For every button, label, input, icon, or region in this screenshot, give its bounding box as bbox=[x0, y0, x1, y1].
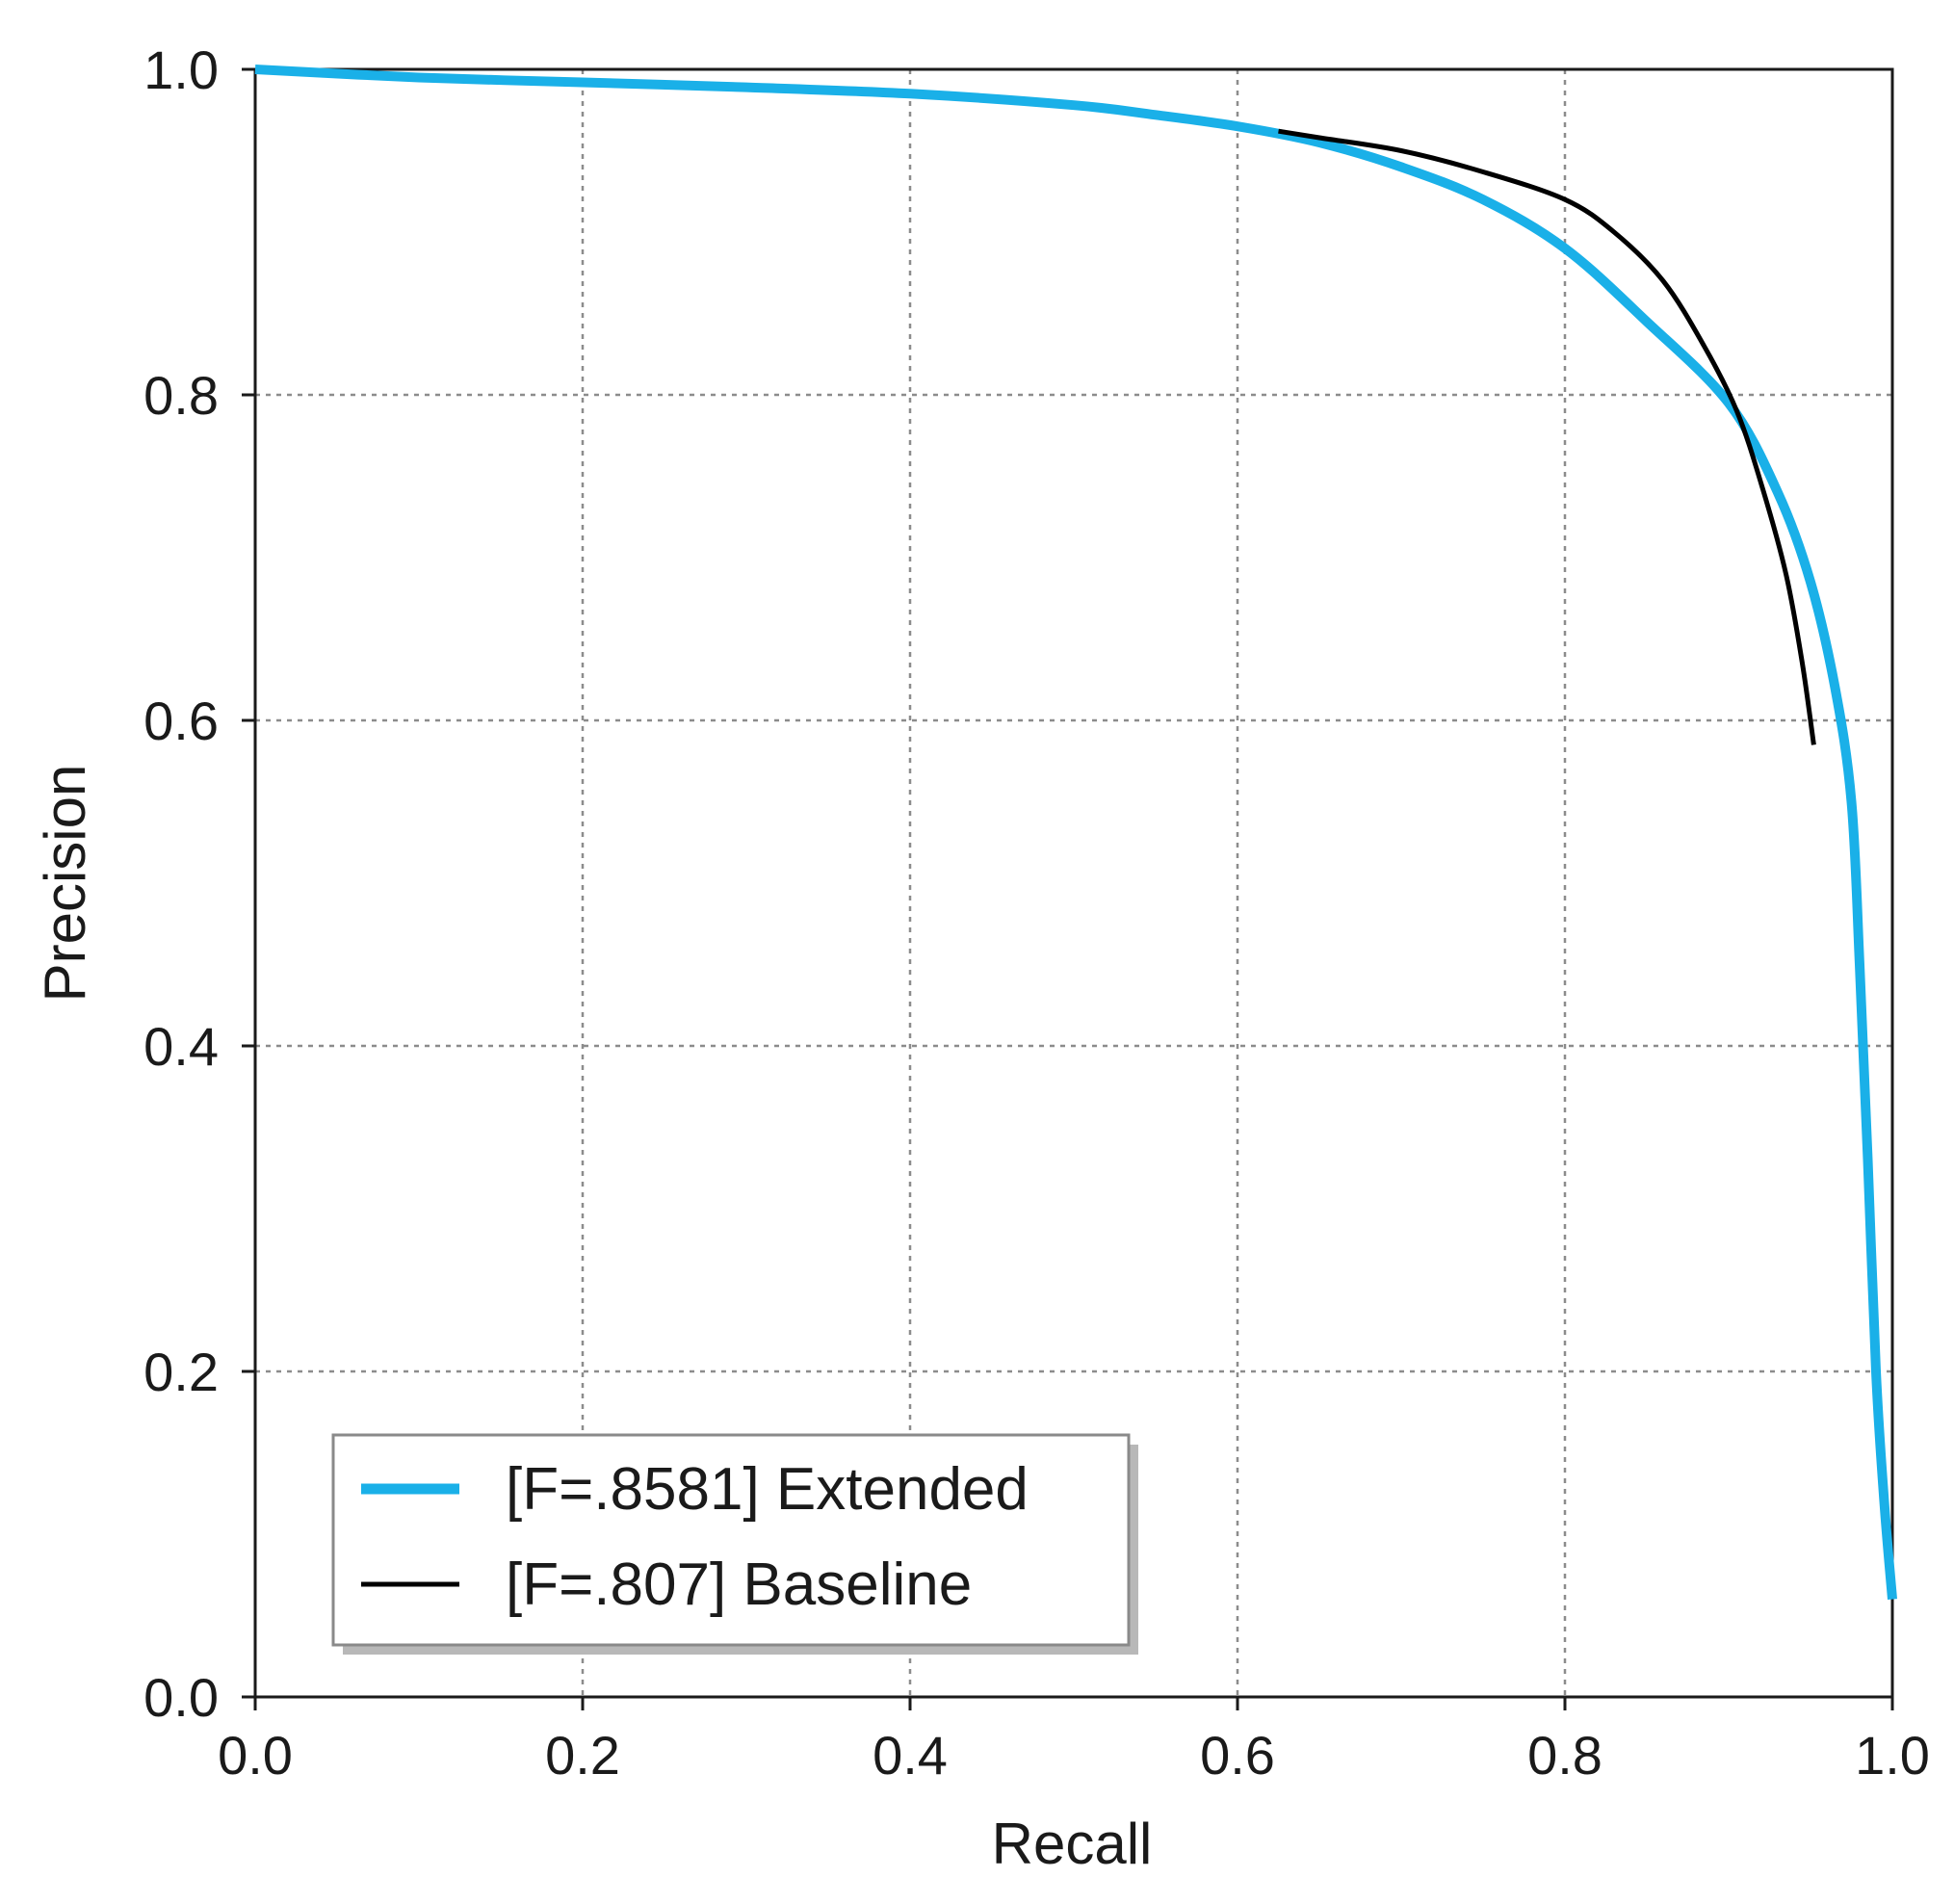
y-tick-label: 0.0 bbox=[143, 1667, 219, 1728]
legend-label-baseline: [F=.807] Baseline bbox=[506, 1552, 972, 1618]
y-tick-label: 0.2 bbox=[143, 1342, 219, 1402]
x-tick-label: 0.4 bbox=[873, 1725, 948, 1786]
y-tick-label: 0.6 bbox=[143, 691, 219, 751]
x-tick-label: 1.0 bbox=[1855, 1725, 1930, 1786]
y-tick-label: 1.0 bbox=[143, 39, 219, 100]
plot-frame bbox=[253, 67, 1894, 1699]
y-tick-labels: 0.0 0.2 0.4 0.6 0.8 1.0 bbox=[143, 39, 255, 1728]
y-axis-title: Precision bbox=[33, 765, 97, 1003]
x-tick-label: 0.8 bbox=[1527, 1725, 1602, 1786]
legend-label-extended: [F=.8581] Extended bbox=[506, 1456, 1029, 1523]
x-tick-label: 0.6 bbox=[1200, 1725, 1275, 1786]
x-tick-label: 0.0 bbox=[218, 1725, 293, 1786]
series-line-extended bbox=[254, 65, 1897, 1601]
x-tick-label: 0.2 bbox=[545, 1725, 620, 1786]
y-tick-label: 0.4 bbox=[143, 1016, 219, 1077]
grid-lines bbox=[255, 69, 1892, 1697]
legend-box bbox=[331, 1433, 1131, 1647]
y-tick-label: 0.8 bbox=[143, 365, 219, 426]
series-layer bbox=[254, 65, 1897, 1601]
series-line-baseline bbox=[1278, 128, 1816, 745]
x-axis-title: Recall bbox=[992, 1812, 1153, 1876]
x-tick-labels: 0.0 0.2 0.4 0.6 0.8 1.0 bbox=[218, 1697, 1930, 1786]
legend: [F=.8581] Extended [F=.807] Baseline bbox=[331, 1433, 1138, 1655]
